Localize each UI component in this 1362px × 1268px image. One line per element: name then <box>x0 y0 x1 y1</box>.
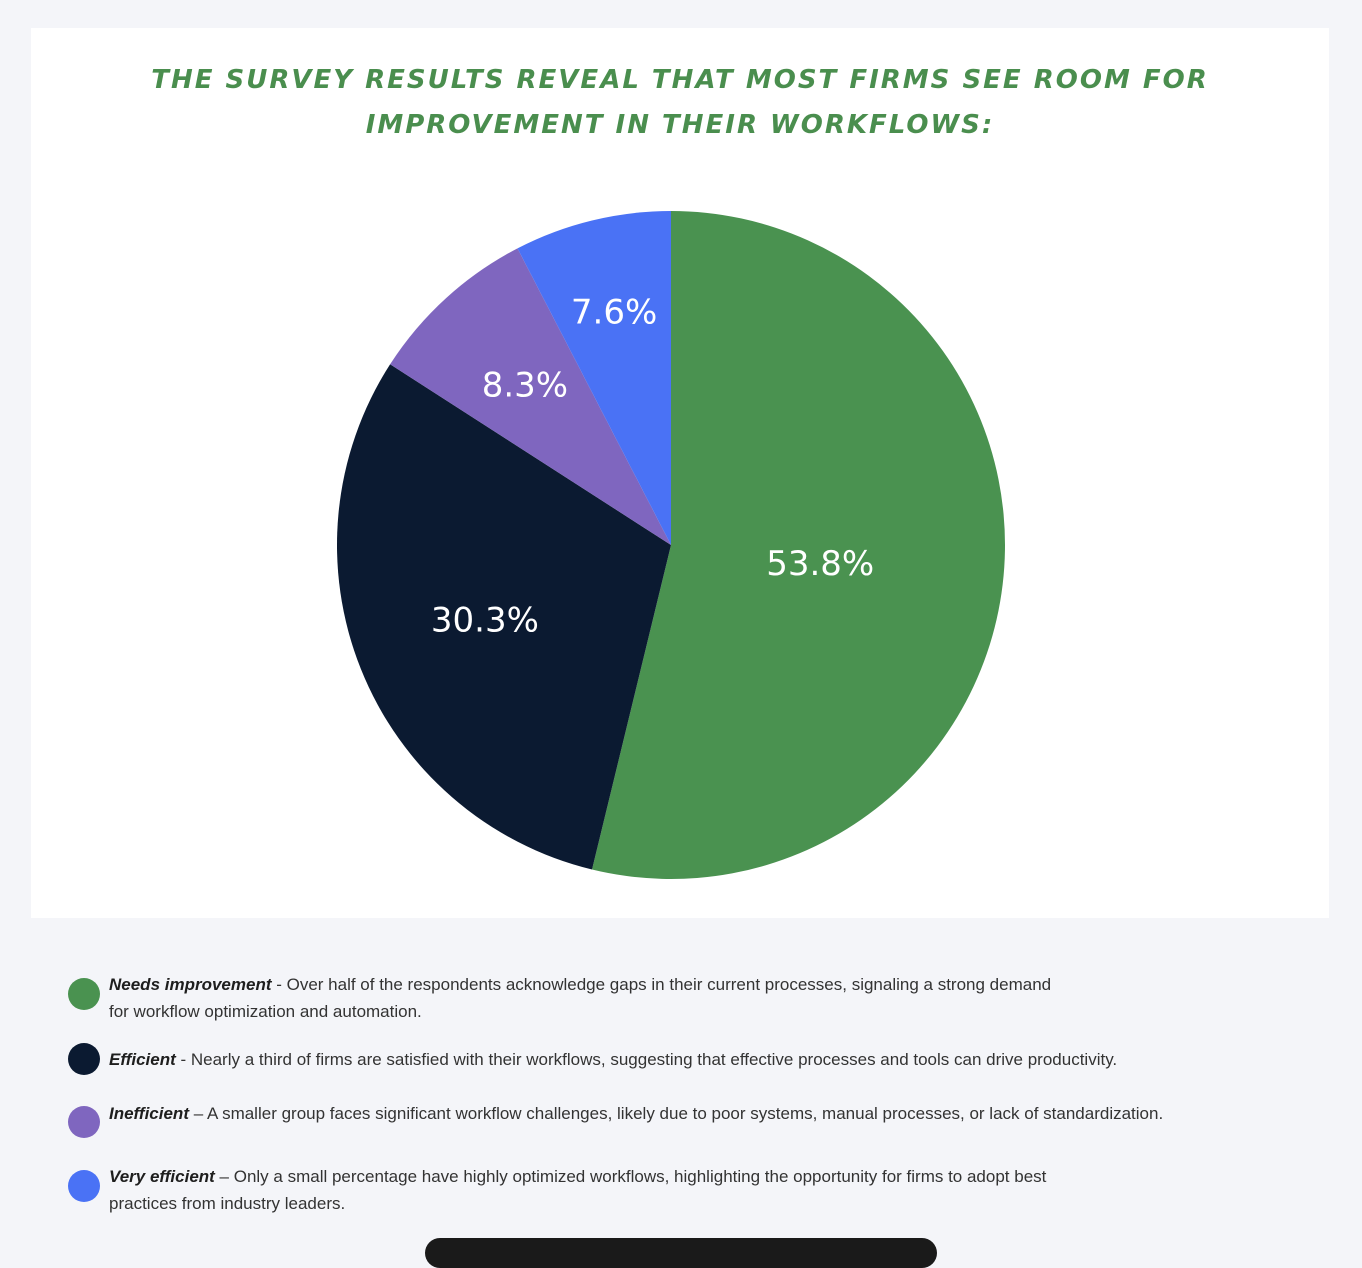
legend-text-inefficient: Inefficient – A smaller group faces sign… <box>109 1100 1163 1127</box>
legend-term: Efficient <box>109 1050 176 1069</box>
legend-dot-needs-improvement <box>68 978 100 1010</box>
chart-title: THE SURVEY RESULTS REVEAL THAT MOST FIRM… <box>31 58 1329 148</box>
legend-desc: - Nearly a third of firms are satisfied … <box>175 1050 1118 1069</box>
pie-slice-inefficient <box>390 248 671 545</box>
legend-desc-line-2: for workflow optimization and automation… <box>109 1002 422 1021</box>
legend-desc: – A smaller group faces significant work… <box>188 1104 1164 1123</box>
pie-label-needs-improvement: 53.8% <box>766 544 874 584</box>
legend-text-very-efficient: Very efficient – Only a small percentage… <box>109 1163 1046 1217</box>
legend-desc: – Only a small percentage have highly op… <box>214 1167 1047 1186</box>
pie-label-inefficient: 8.3% <box>482 365 568 405</box>
pie-chart: 53.8% 30.3% 8.3%7.6% <box>336 211 1005 879</box>
bottom-button[interactable] <box>425 1238 937 1268</box>
pie-label-very-efficient: 7.6% <box>571 292 657 332</box>
legend-term: Inefficient <box>109 1104 189 1123</box>
pie-slice-needs-improvement <box>592 211 1005 879</box>
legend-dot-efficient <box>68 1043 100 1075</box>
legend-text-needs-improvement: Needs improvement - Over half of the res… <box>109 971 1051 1025</box>
pie-slice-efficient <box>336 364 671 870</box>
legend-desc-line-2: practices from industry leaders. <box>109 1194 346 1213</box>
legend-dot-very-efficient <box>68 1170 100 1202</box>
legend-term: Very efficient <box>109 1167 215 1186</box>
legend-desc: - Over half of the respondents acknowled… <box>271 975 1052 994</box>
legend-text-efficient: Efficient - Nearly a third of firms are … <box>109 1046 1117 1073</box>
legend-term: Needs improvement <box>109 975 272 994</box>
legend-dot-inefficient <box>68 1106 100 1138</box>
chart-card: THE SURVEY RESULTS REVEAL THAT MOST FIRM… <box>31 28 1329 918</box>
pie-slice-very-efficient <box>517 211 671 545</box>
pie-label-efficient: 30.3% <box>431 600 539 640</box>
chart-title-line-2: IMPROVEMENT IN THEIR WORKFLOWS: <box>365 110 995 140</box>
chart-title-line-1: THE SURVEY RESULTS REVEAL THAT MOST FIRM… <box>151 65 1209 95</box>
